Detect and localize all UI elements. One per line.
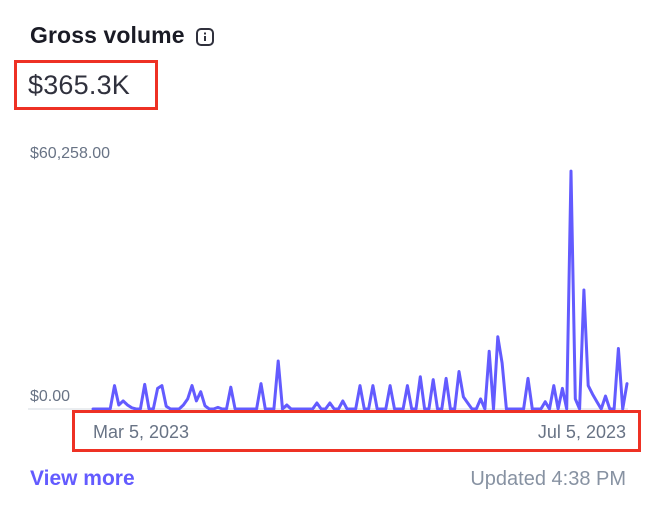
chart-series-line [91, 169, 629, 411]
widget-header: Gross volume [30, 22, 214, 49]
amount-highlight-box [14, 60, 158, 110]
y-axis-max-label: $60,258.00 [30, 145, 111, 162]
view-more-link[interactable]: View more [30, 467, 135, 490]
info-icon[interactable] [195, 28, 214, 46]
widget-title: Gross volume [30, 22, 185, 48]
x-axis-end-label: Jul 5, 2023 [537, 422, 626, 442]
y-axis-min-label: $0.00 [30, 388, 71, 405]
updated-timestamp: Updated 4:38 PM [470, 468, 626, 490]
gross-volume-amount: $365.3K [28, 70, 130, 100]
x-axis-start-label: Mar 5, 2023 [93, 422, 190, 442]
dates-highlight-box [72, 410, 641, 452]
